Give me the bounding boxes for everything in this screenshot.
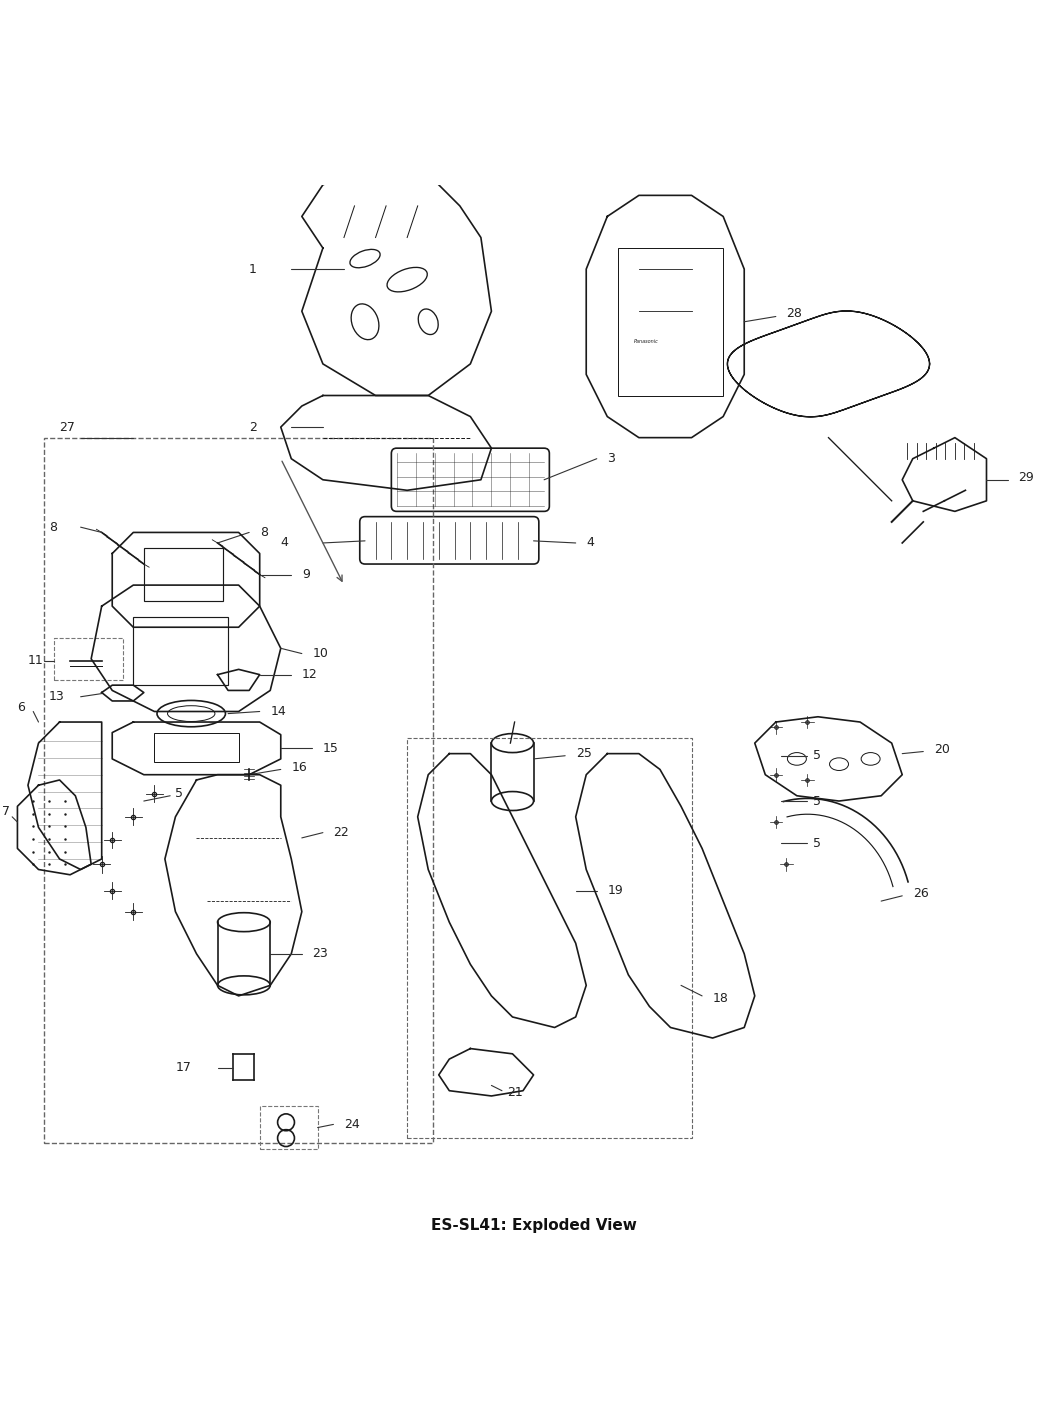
Text: 5: 5 xyxy=(813,837,821,850)
Text: 16: 16 xyxy=(291,761,307,774)
Bar xyxy=(133,616,229,684)
Text: 8: 8 xyxy=(259,527,268,539)
Bar xyxy=(618,248,723,396)
Bar xyxy=(407,739,692,1138)
Text: 4: 4 xyxy=(586,536,594,549)
Text: 6: 6 xyxy=(17,700,26,714)
Text: Panasonic: Panasonic xyxy=(634,339,658,344)
Text: 19: 19 xyxy=(607,884,623,896)
Text: 9: 9 xyxy=(302,568,309,581)
Text: ES-SL41: Exploded View: ES-SL41: Exploded View xyxy=(431,1218,637,1232)
Text: 2: 2 xyxy=(249,421,257,434)
Text: 3: 3 xyxy=(607,453,615,465)
Text: 20: 20 xyxy=(933,743,949,756)
Text: 8: 8 xyxy=(49,521,57,534)
Text: 5: 5 xyxy=(813,794,821,807)
Text: 25: 25 xyxy=(576,747,592,760)
Text: 10: 10 xyxy=(313,647,328,660)
Text: 27: 27 xyxy=(60,421,75,434)
Text: 12: 12 xyxy=(302,669,318,682)
Text: 1: 1 xyxy=(249,263,257,276)
Text: 28: 28 xyxy=(787,307,803,320)
Text: 7: 7 xyxy=(2,805,10,818)
Text: 26: 26 xyxy=(913,887,928,901)
Text: 14: 14 xyxy=(270,704,286,719)
Bar xyxy=(154,733,238,763)
Text: 23: 23 xyxy=(313,948,328,961)
Text: 21: 21 xyxy=(507,1086,523,1100)
Text: 5: 5 xyxy=(813,750,821,763)
Text: 18: 18 xyxy=(712,992,728,1005)
Text: 11: 11 xyxy=(28,655,44,667)
Text: 22: 22 xyxy=(334,827,349,840)
Bar xyxy=(44,438,434,1143)
Text: 24: 24 xyxy=(344,1118,359,1131)
Text: 13: 13 xyxy=(49,690,65,703)
Text: 5: 5 xyxy=(175,787,184,800)
Text: 4: 4 xyxy=(281,536,289,549)
Text: 29: 29 xyxy=(1018,471,1034,484)
Bar xyxy=(144,548,223,601)
Text: 17: 17 xyxy=(175,1062,191,1074)
Text: 15: 15 xyxy=(323,741,339,754)
Bar xyxy=(259,1107,318,1148)
Bar xyxy=(54,638,122,680)
